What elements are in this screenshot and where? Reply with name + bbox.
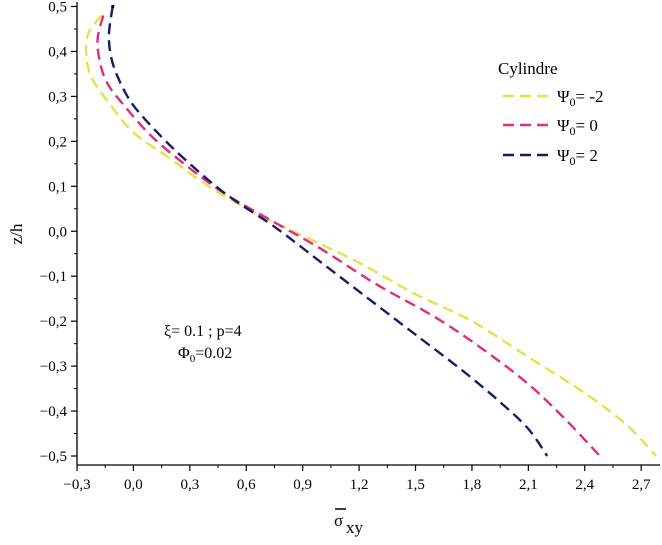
- series-group: [84, 4, 658, 457]
- y-tick-label: 0,2: [48, 134, 67, 150]
- series-line-2: [107, 6, 549, 457]
- annotation-xi-p: ξ= 0.1 ; p=4: [164, 323, 242, 340]
- y-tick-label: −0,5: [40, 449, 67, 465]
- y-tick-label: −0,1: [40, 269, 67, 285]
- annotation: ξ= 0.1 ; p=4 Φ0=0.02: [164, 323, 242, 365]
- series-line-0: [84, 14, 658, 457]
- legend-entry-psi-2: Ψ0= 2: [557, 146, 598, 168]
- y-tick-label: 0,5: [48, 0, 67, 15]
- annotation-phi0: Φ0=0.02: [178, 345, 232, 365]
- x-tick-label: 1,5: [406, 477, 425, 493]
- legend: Cylindre Ψ0= -2 Ψ0= 0 Ψ0= 2: [498, 59, 604, 168]
- x-tick-label: 1,2: [350, 477, 369, 493]
- x-tick-label: 1,8: [463, 477, 482, 493]
- y-axis-label: z/h: [7, 223, 26, 244]
- x-tick-label: 2,4: [575, 477, 594, 493]
- legend-title: Cylindre: [498, 59, 558, 78]
- x-tick-label: 0,9: [293, 477, 312, 493]
- series-line-1: [96, 15, 601, 457]
- legend-entry-psi-0: Ψ0= 0: [557, 116, 598, 138]
- x-axis-title: σ xy: [334, 508, 364, 537]
- axes: −0,3 0,0 0,3 0,6 0,9 1,2 1,5 1,8 2,1 2,4 2,7 −0,5 −0…: [40, 0, 660, 493]
- x-tick-label: 0,0: [124, 477, 143, 493]
- x-tick-label: 2,1: [519, 477, 538, 493]
- y-tick-label: 0,0: [48, 224, 67, 240]
- x-tick-label: 0,6: [237, 477, 256, 493]
- series-end-marker: [111, 4, 115, 9]
- y-tick-label: −0,4: [40, 404, 68, 420]
- y-tick-label: −0,3: [40, 359, 67, 375]
- y-tick-label: −0,2: [40, 314, 67, 330]
- y-tick-label: 0,3: [48, 89, 67, 105]
- x-axis-label: σ: [334, 511, 343, 530]
- x-tick-label: 2,7: [632, 477, 651, 493]
- x-tick-label: −0,3: [63, 477, 90, 493]
- y-tick-label: 0,1: [48, 179, 67, 195]
- y-tick-label: 0,4: [48, 44, 67, 60]
- x-tick-label: 0,3: [180, 477, 199, 493]
- y-axis-title: z/h: [7, 223, 26, 244]
- legend-entry-psi-neg2: Ψ0= -2: [557, 87, 604, 109]
- x-axis-label-subscript: xy: [346, 518, 364, 537]
